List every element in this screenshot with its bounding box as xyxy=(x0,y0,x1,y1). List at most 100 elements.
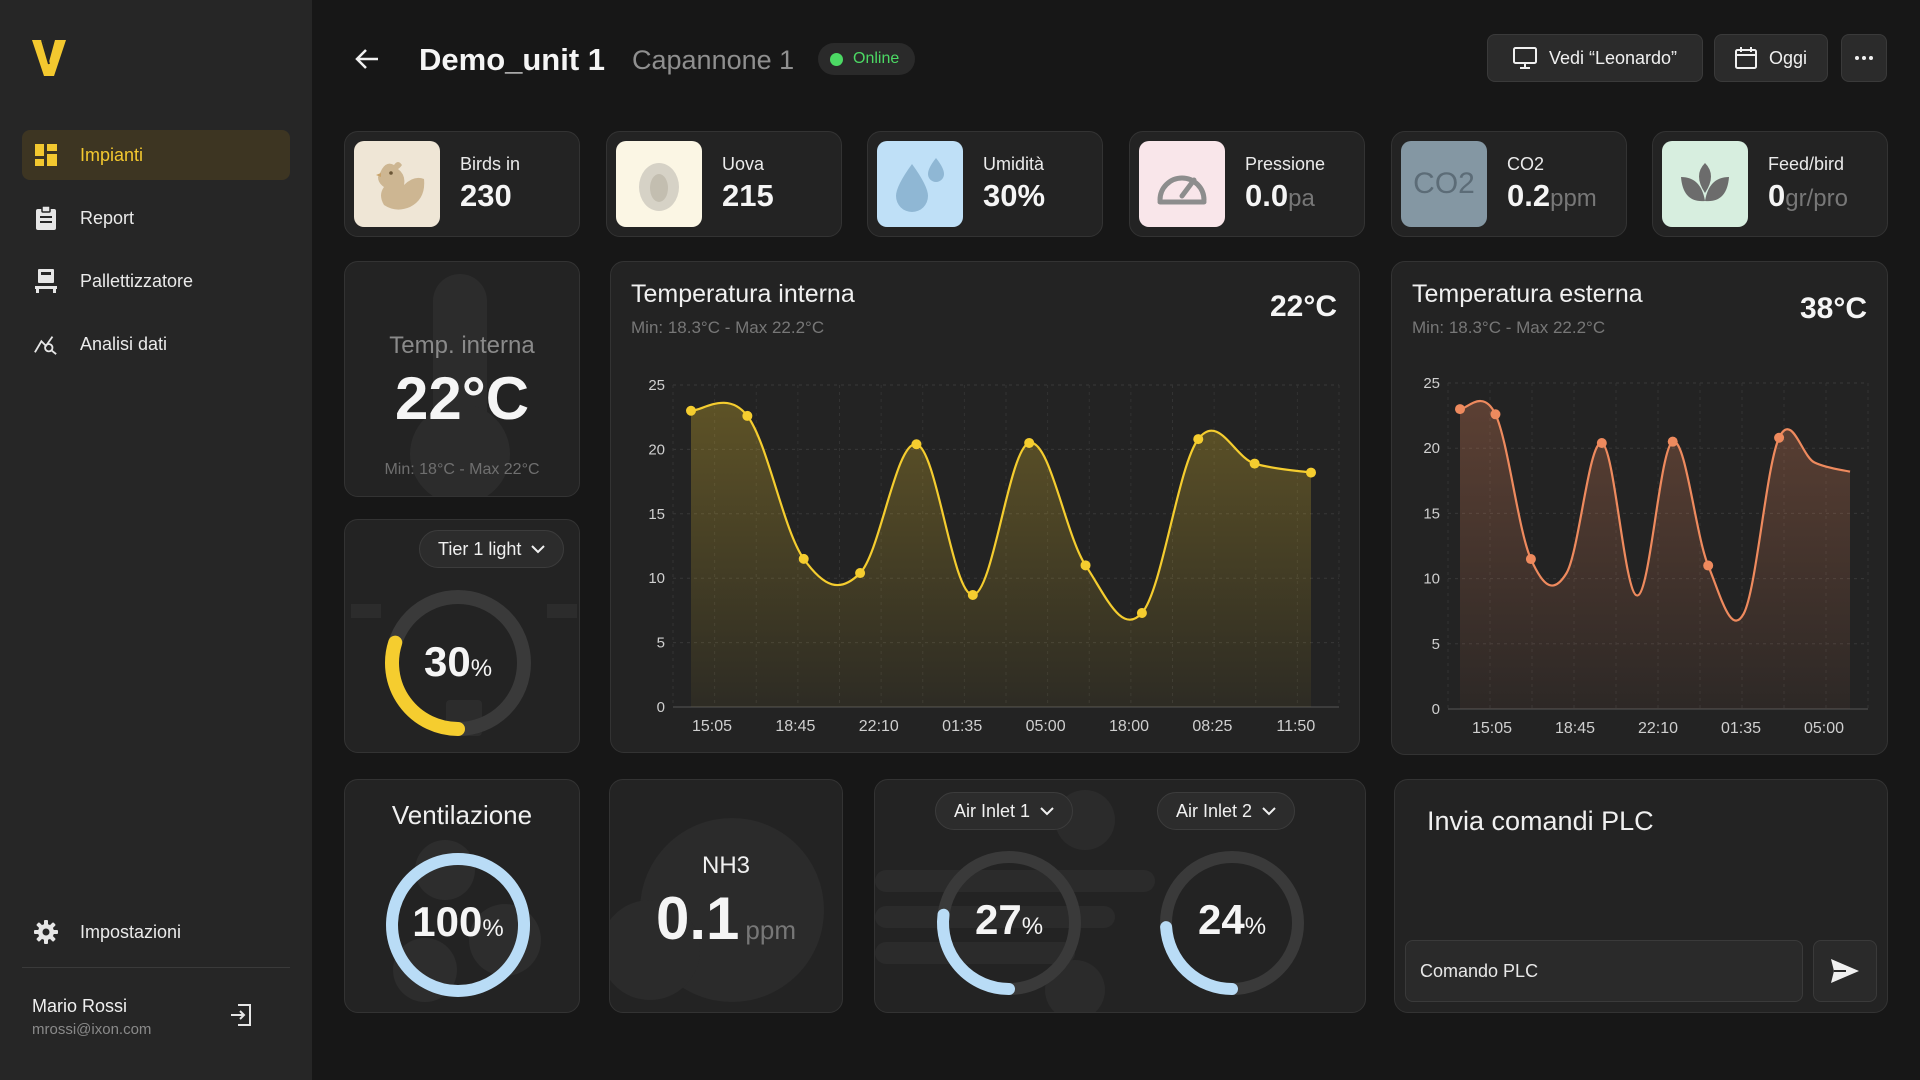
sidebar-item-impostazioni[interactable]: Impostazioni xyxy=(22,907,290,957)
air-inlets-card[interactable]: Air Inlet 1 Air Inlet 2 27% 24% xyxy=(874,779,1366,1013)
sidebar-item-pallettizzatore[interactable]: Pallettizzatore xyxy=(22,256,290,306)
chart-temp-esterna: 0 5 10 15 20 25 15:05 18:45 22:10 01:35 05:00 xyxy=(1423,375,1869,737)
air-inlet-1-gauge xyxy=(937,851,1081,995)
ventilazione-gauge xyxy=(386,853,530,997)
more-options-button[interactable] xyxy=(1841,34,1887,82)
sidebar-item-label: Impostazioni xyxy=(80,921,182,942)
data-point xyxy=(1306,467,1316,478)
x-tick-label: 01:35 xyxy=(942,718,982,735)
calendar-icon xyxy=(1734,47,1757,69)
stat-label: Umidità xyxy=(983,154,1045,174)
air-inlet-2-value: 24% xyxy=(1157,896,1307,944)
x-tick-label: 22:10 xyxy=(1638,720,1678,737)
stat-unit: gr/pro xyxy=(1785,185,1848,212)
stat-value-number: 0.2 xyxy=(1507,178,1551,213)
nh3-card[interactable]: NH3 0.1 ppm xyxy=(609,779,843,1013)
stat-value: 30% xyxy=(983,178,1045,214)
water-drops-icon xyxy=(877,141,963,227)
logout-icon[interactable] xyxy=(228,1002,254,1028)
sidebar-item-label: Pallettizzatore xyxy=(80,270,194,291)
air-inlet-2-value-number: 24 xyxy=(1197,896,1245,943)
light-dropdown[interactable]: Tier 1 light xyxy=(419,530,565,568)
air-inlet-1-value-number: 27 xyxy=(974,896,1022,943)
light-card[interactable]: Tier 1 light 30% xyxy=(344,519,580,753)
air-inlet-1-value-unit: % xyxy=(1021,913,1044,940)
egg-icon xyxy=(616,141,702,227)
air-inlet-1-dropdown[interactable]: Air Inlet 1 xyxy=(935,792,1074,830)
y-tick-label: 20 xyxy=(648,441,665,458)
stat-card-feed[interactable]: Feed/bird 0gr/pro xyxy=(1652,131,1888,237)
sidebar-item-report[interactable]: Report xyxy=(22,193,290,243)
sidebar-item-analisi-dati[interactable]: Analisi dati xyxy=(22,319,290,369)
date-button[interactable]: Oggi xyxy=(1714,34,1828,82)
chart-subtitle: Min: 18.3°C - Max 22.2°C xyxy=(631,318,825,337)
data-point xyxy=(798,553,809,564)
y-tick-label: 5 xyxy=(1432,636,1440,653)
status-dot-icon xyxy=(830,52,843,66)
more-dots-icon xyxy=(1855,56,1873,60)
sidebar: Impianti Report Pallettizzatore Analisi … xyxy=(0,0,312,1080)
stat-value: 215 xyxy=(722,178,774,214)
stat-card-pressione[interactable]: Pressione 0.0pa xyxy=(1129,131,1365,237)
stat-label: Pressione xyxy=(1245,154,1326,174)
chevron-down-icon xyxy=(531,544,546,553)
chicken-icon xyxy=(354,141,440,227)
sidebar-item-impianti[interactable]: Impianti xyxy=(22,130,290,180)
clipboard-icon xyxy=(34,206,58,230)
chart-temp-interna-card: Temperatura interna Min: 18.3°C - Max 22… xyxy=(610,261,1360,753)
temp-interna-label: Temp. interna xyxy=(389,332,535,359)
status-label: Online xyxy=(853,50,900,67)
plc-title: Invia comandi PLC xyxy=(1427,806,1654,836)
sidebar-item-label: Analisi dati xyxy=(80,333,168,354)
y-tick-label: 5 xyxy=(657,635,665,652)
data-point xyxy=(1455,404,1465,415)
ventilazione-gauge-arc xyxy=(386,853,530,997)
air-inlet-1-label: Air Inlet 1 xyxy=(954,800,1031,821)
pallet-icon xyxy=(34,269,58,293)
stat-card-umidita[interactable]: Umidità 30% xyxy=(867,131,1103,237)
x-tick-label: 15:05 xyxy=(1472,720,1512,737)
ventilazione-value: 100% xyxy=(383,898,533,946)
y-tick-label: 0 xyxy=(657,699,665,716)
temp-interna-card[interactable]: Temp. interna 22°C Min: 18°C - Max 22°C xyxy=(344,261,580,497)
status-badge: Online xyxy=(818,43,916,75)
ventilazione-card[interactable]: Ventilazione 100% xyxy=(344,779,580,1013)
user-email: mrossi@ixon.com xyxy=(32,1021,152,1038)
stat-card-uova[interactable]: Uova 215 xyxy=(606,131,842,237)
air-inlet-2-label: Air Inlet 2 xyxy=(1176,800,1253,821)
data-point xyxy=(911,439,922,450)
app-logo-icon[interactable] xyxy=(32,40,66,76)
chart-subtitle: Min: 18.3°C - Max 22.2°C xyxy=(1412,318,1606,337)
light-value-number: 30 xyxy=(423,638,471,685)
data-point xyxy=(855,568,866,579)
data-point xyxy=(1703,560,1714,571)
view-leonardo-button[interactable]: Vedi “Leonardo” xyxy=(1487,34,1703,82)
chart-current-value: 38°C xyxy=(1799,292,1867,325)
light-value: 30% xyxy=(383,638,533,686)
stat-card-birds[interactable]: Birds in 230 xyxy=(344,131,580,237)
sidebar-item-label: Impianti xyxy=(80,144,144,165)
stat-value-number: 0.0 xyxy=(1245,178,1289,213)
air-inlet-2-dropdown[interactable]: Air Inlet 2 xyxy=(1157,792,1296,830)
chevron-down-icon xyxy=(1262,806,1276,815)
thermometer-icon xyxy=(410,274,510,496)
y-tick-label: 25 xyxy=(1423,375,1440,392)
ventilazione-title: Ventilazione xyxy=(391,800,533,830)
stat-label: Uova xyxy=(722,154,765,174)
x-tick-label: 05:00 xyxy=(1804,720,1844,737)
data-point xyxy=(1136,607,1147,618)
x-tick-label: 11:50 xyxy=(1276,718,1315,735)
sidebar-item-label: Report xyxy=(80,207,135,228)
plc-command-input[interactable] xyxy=(1405,940,1803,1002)
gauge-icon xyxy=(1139,141,1225,227)
plc-send-button[interactable] xyxy=(1813,940,1877,1002)
data-point xyxy=(1774,432,1785,443)
stat-card-co2[interactable]: CO2 CO2 0.2ppm xyxy=(1391,131,1627,237)
back-arrow-icon[interactable] xyxy=(352,44,382,74)
temp-interna-range: Min: 18°C - Max 22°C xyxy=(384,461,540,478)
chevron-down-icon xyxy=(1040,806,1054,815)
nh3-label: NH3 xyxy=(701,852,750,879)
light-dropdown-label: Tier 1 light xyxy=(438,538,522,559)
light-gauge-arc xyxy=(385,635,465,736)
chart-title: Temperatura interna xyxy=(631,280,855,308)
